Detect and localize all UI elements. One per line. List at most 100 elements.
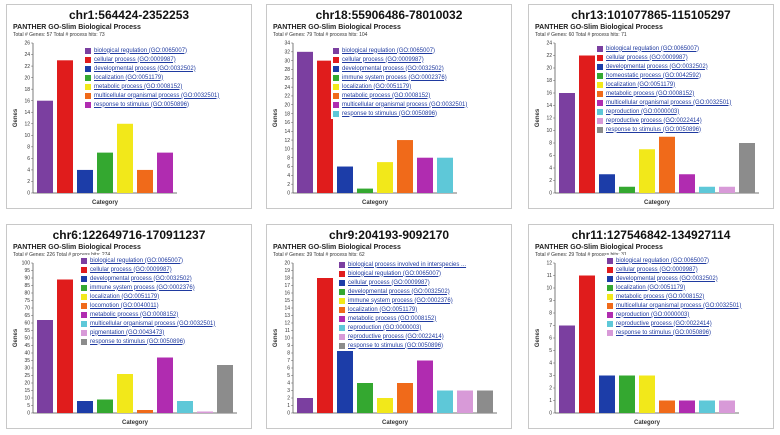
legend-item[interactable]: biological regulation (GO:0065007): [333, 46, 467, 55]
legend-label-link[interactable]: reproductive process (GO:0022414): [616, 320, 712, 327]
legend-label-link[interactable]: immune system process (GO:0002376): [90, 284, 195, 291]
legend-label-link[interactable]: metabolic process (GO:0008152): [606, 90, 695, 97]
legend-label-link[interactable]: biological regulation (GO:0065007): [90, 257, 184, 264]
legend-label-link[interactable]: reproduction (GO:0000003): [348, 324, 422, 331]
legend-item[interactable]: cellular process (GO:0009987): [607, 265, 741, 274]
legend-label-link[interactable]: locomotion (GO:0040011): [90, 302, 159, 309]
legend-label-link[interactable]: pigmentation (GO:0043473): [90, 329, 165, 336]
legend-item[interactable]: cellular process (GO:0009987): [85, 55, 219, 64]
legend-label-link[interactable]: localization (GO:0051179): [616, 284, 686, 291]
legend-item[interactable]: localization (GO:0051179): [85, 73, 219, 82]
legend-label-link[interactable]: response to stimulus (GO:0050896): [90, 338, 186, 345]
legend-item[interactable]: metabolic process (GO:0008152): [607, 292, 741, 301]
legend-label-link[interactable]: localization (GO:0051179): [348, 306, 418, 313]
legend-item[interactable]: cellular process (GO:0009987): [81, 265, 215, 274]
legend-item[interactable]: biological regulation (GO:0065007): [85, 46, 219, 55]
legend-item[interactable]: pigmentation (GO:0043473): [81, 328, 215, 337]
legend-item[interactable]: developmental process (GO:0032502): [333, 64, 467, 73]
legend-item[interactable]: metabolic process (GO:0008152): [81, 310, 215, 319]
legend-label-link[interactable]: developmental process (GO:0032502): [348, 288, 450, 295]
legend-item[interactable]: immune system process (GO:0002376): [339, 296, 466, 305]
legend-label-link[interactable]: multicellular organismal process (GO:003…: [94, 92, 220, 99]
legend-item[interactable]: response to stimulus (GO:0050896): [339, 341, 466, 350]
legend-label-link[interactable]: localization (GO:0051179): [342, 83, 412, 90]
legend-label-link[interactable]: biological regulation (GO:0065007): [348, 270, 442, 277]
legend-item[interactable]: cellular process (GO:0009987): [333, 55, 467, 64]
legend-label-link[interactable]: metabolic process (GO:0008152): [90, 311, 179, 318]
legend-label-link[interactable]: immune system process (GO:0002376): [342, 74, 447, 81]
legend-item[interactable]: localization (GO:0051179): [597, 80, 731, 89]
legend-label-link[interactable]: response to stimulus (GO:0050896): [94, 101, 190, 108]
legend-label-link[interactable]: cellular process (GO:0009987): [616, 266, 698, 273]
legend-label-link[interactable]: metabolic process (GO:0008152): [94, 83, 183, 90]
legend-item[interactable]: multicellular organismal process (GO:003…: [81, 319, 215, 328]
legend-label-link[interactable]: biological regulation (GO:0065007): [616, 257, 710, 264]
legend-item[interactable]: developmental process (GO:0032502): [597, 62, 731, 71]
legend-label-link[interactable]: localization (GO:0051179): [90, 293, 160, 300]
legend-item[interactable]: cellular process (GO:0009987): [597, 53, 731, 62]
legend-item[interactable]: multicellular organismal process (GO:003…: [85, 91, 219, 100]
legend-label-link[interactable]: immune system process (GO:0002376): [348, 297, 453, 304]
legend-item[interactable]: multicellular organismal process (GO:003…: [607, 301, 741, 310]
legend-label-link[interactable]: metabolic process (GO:0008152): [342, 92, 431, 99]
legend-label-link[interactable]: response to stimulus (GO:0050896): [348, 342, 444, 349]
legend-item[interactable]: developmental process (GO:0032502): [85, 64, 219, 73]
legend-label-link[interactable]: response to stimulus (GO:0050896): [606, 126, 702, 133]
legend-item[interactable]: developmental process (GO:0032502): [339, 287, 466, 296]
legend-item[interactable]: biological regulation (GO:0065007): [597, 44, 731, 53]
legend-label-link[interactable]: cellular process (GO:0009987): [342, 56, 424, 63]
legend-label-link[interactable]: response to stimulus (GO:0050896): [616, 329, 712, 336]
legend-label-link[interactable]: cellular process (GO:0009987): [90, 266, 172, 273]
legend-label-link[interactable]: biological regulation (GO:0065007): [606, 45, 700, 52]
legend-item[interactable]: biological process involved in interspec…: [339, 260, 466, 269]
legend-item[interactable]: metabolic process (GO:0008152): [597, 89, 731, 98]
legend-label-link[interactable]: cellular process (GO:0009987): [606, 54, 688, 61]
legend-label-link[interactable]: biological process involved in interspec…: [348, 261, 467, 268]
legend-item[interactable]: biological regulation (GO:0065007): [607, 256, 741, 265]
legend-item[interactable]: localization (GO:0051179): [339, 305, 466, 314]
legend-label-link[interactable]: localization (GO:0051179): [94, 74, 164, 81]
legend-label-link[interactable]: metabolic process (GO:0008152): [348, 315, 437, 322]
legend-label-link[interactable]: biological regulation (GO:0065007): [94, 47, 188, 54]
legend-item[interactable]: reproductive process (GO:0022414): [339, 332, 466, 341]
legend-item[interactable]: cellular process (GO:0009987): [339, 278, 466, 287]
legend-item[interactable]: localization (GO:0051179): [333, 82, 467, 91]
legend-label-link[interactable]: reproductive process (GO:0022414): [348, 333, 444, 340]
legend-item[interactable]: multicellular organismal process (GO:003…: [333, 100, 467, 109]
legend-label-link[interactable]: reproduction (GO:0000003): [616, 311, 690, 318]
legend-item[interactable]: reproduction (GO:0000003): [339, 323, 466, 332]
legend-item[interactable]: reproductive process (GO:0022414): [607, 319, 741, 328]
legend-item[interactable]: multicellular organismal process (GO:003…: [597, 98, 731, 107]
legend-item[interactable]: developmental process (GO:0032502): [81, 274, 215, 283]
legend-label-link[interactable]: developmental process (GO:0032502): [606, 63, 708, 70]
legend-label-link[interactable]: multicellular organismal process (GO:003…: [616, 302, 742, 309]
legend-label-link[interactable]: reproductive process (GO:0022414): [606, 117, 702, 124]
legend-item[interactable]: immune system process (GO:0002376): [81, 283, 215, 292]
legend-label-link[interactable]: biological regulation (GO:0065007): [342, 47, 436, 54]
legend-item[interactable]: response to stimulus (GO:0050896): [597, 125, 731, 134]
legend-label-link[interactable]: reproduction (GO:0000003): [606, 108, 680, 115]
legend-item[interactable]: homeostatic process (GO:0042592): [597, 71, 731, 80]
legend-item[interactable]: biological regulation (GO:0065007): [339, 269, 466, 278]
legend-item[interactable]: response to stimulus (GO:0050896): [85, 100, 219, 109]
legend-label-link[interactable]: cellular process (GO:0009987): [348, 279, 430, 286]
legend-label-link[interactable]: developmental process (GO:0032502): [342, 65, 444, 72]
legend-item[interactable]: metabolic process (GO:0008152): [85, 82, 219, 91]
legend-label-link[interactable]: localization (GO:0051179): [606, 81, 676, 88]
legend-item[interactable]: locomotion (GO:0040011): [81, 301, 215, 310]
legend-item[interactable]: localization (GO:0051179): [607, 283, 741, 292]
legend-item[interactable]: metabolic process (GO:0008152): [333, 91, 467, 100]
legend-item[interactable]: reproduction (GO:0000003): [597, 107, 731, 116]
legend-item[interactable]: localization (GO:0051179): [81, 292, 215, 301]
legend-label-link[interactable]: developmental process (GO:0032502): [94, 65, 196, 72]
legend-item[interactable]: immune system process (GO:0002376): [333, 73, 467, 82]
legend-label-link[interactable]: response to stimulus (GO:0050896): [342, 110, 438, 117]
legend-item[interactable]: biological regulation (GO:0065007): [81, 256, 215, 265]
legend-item[interactable]: reproduction (GO:0000003): [607, 310, 741, 319]
legend-item[interactable]: reproductive process (GO:0022414): [597, 116, 731, 125]
legend-label-link[interactable]: multicellular organismal process (GO:003…: [606, 99, 732, 106]
legend-item[interactable]: metabolic process (GO:0008152): [339, 314, 466, 323]
legend-item[interactable]: developmental process (GO:0032502): [607, 274, 741, 283]
legend-label-link[interactable]: cellular process (GO:0009987): [94, 56, 176, 63]
legend-label-link[interactable]: multicellular organismal process (GO:003…: [342, 101, 468, 108]
